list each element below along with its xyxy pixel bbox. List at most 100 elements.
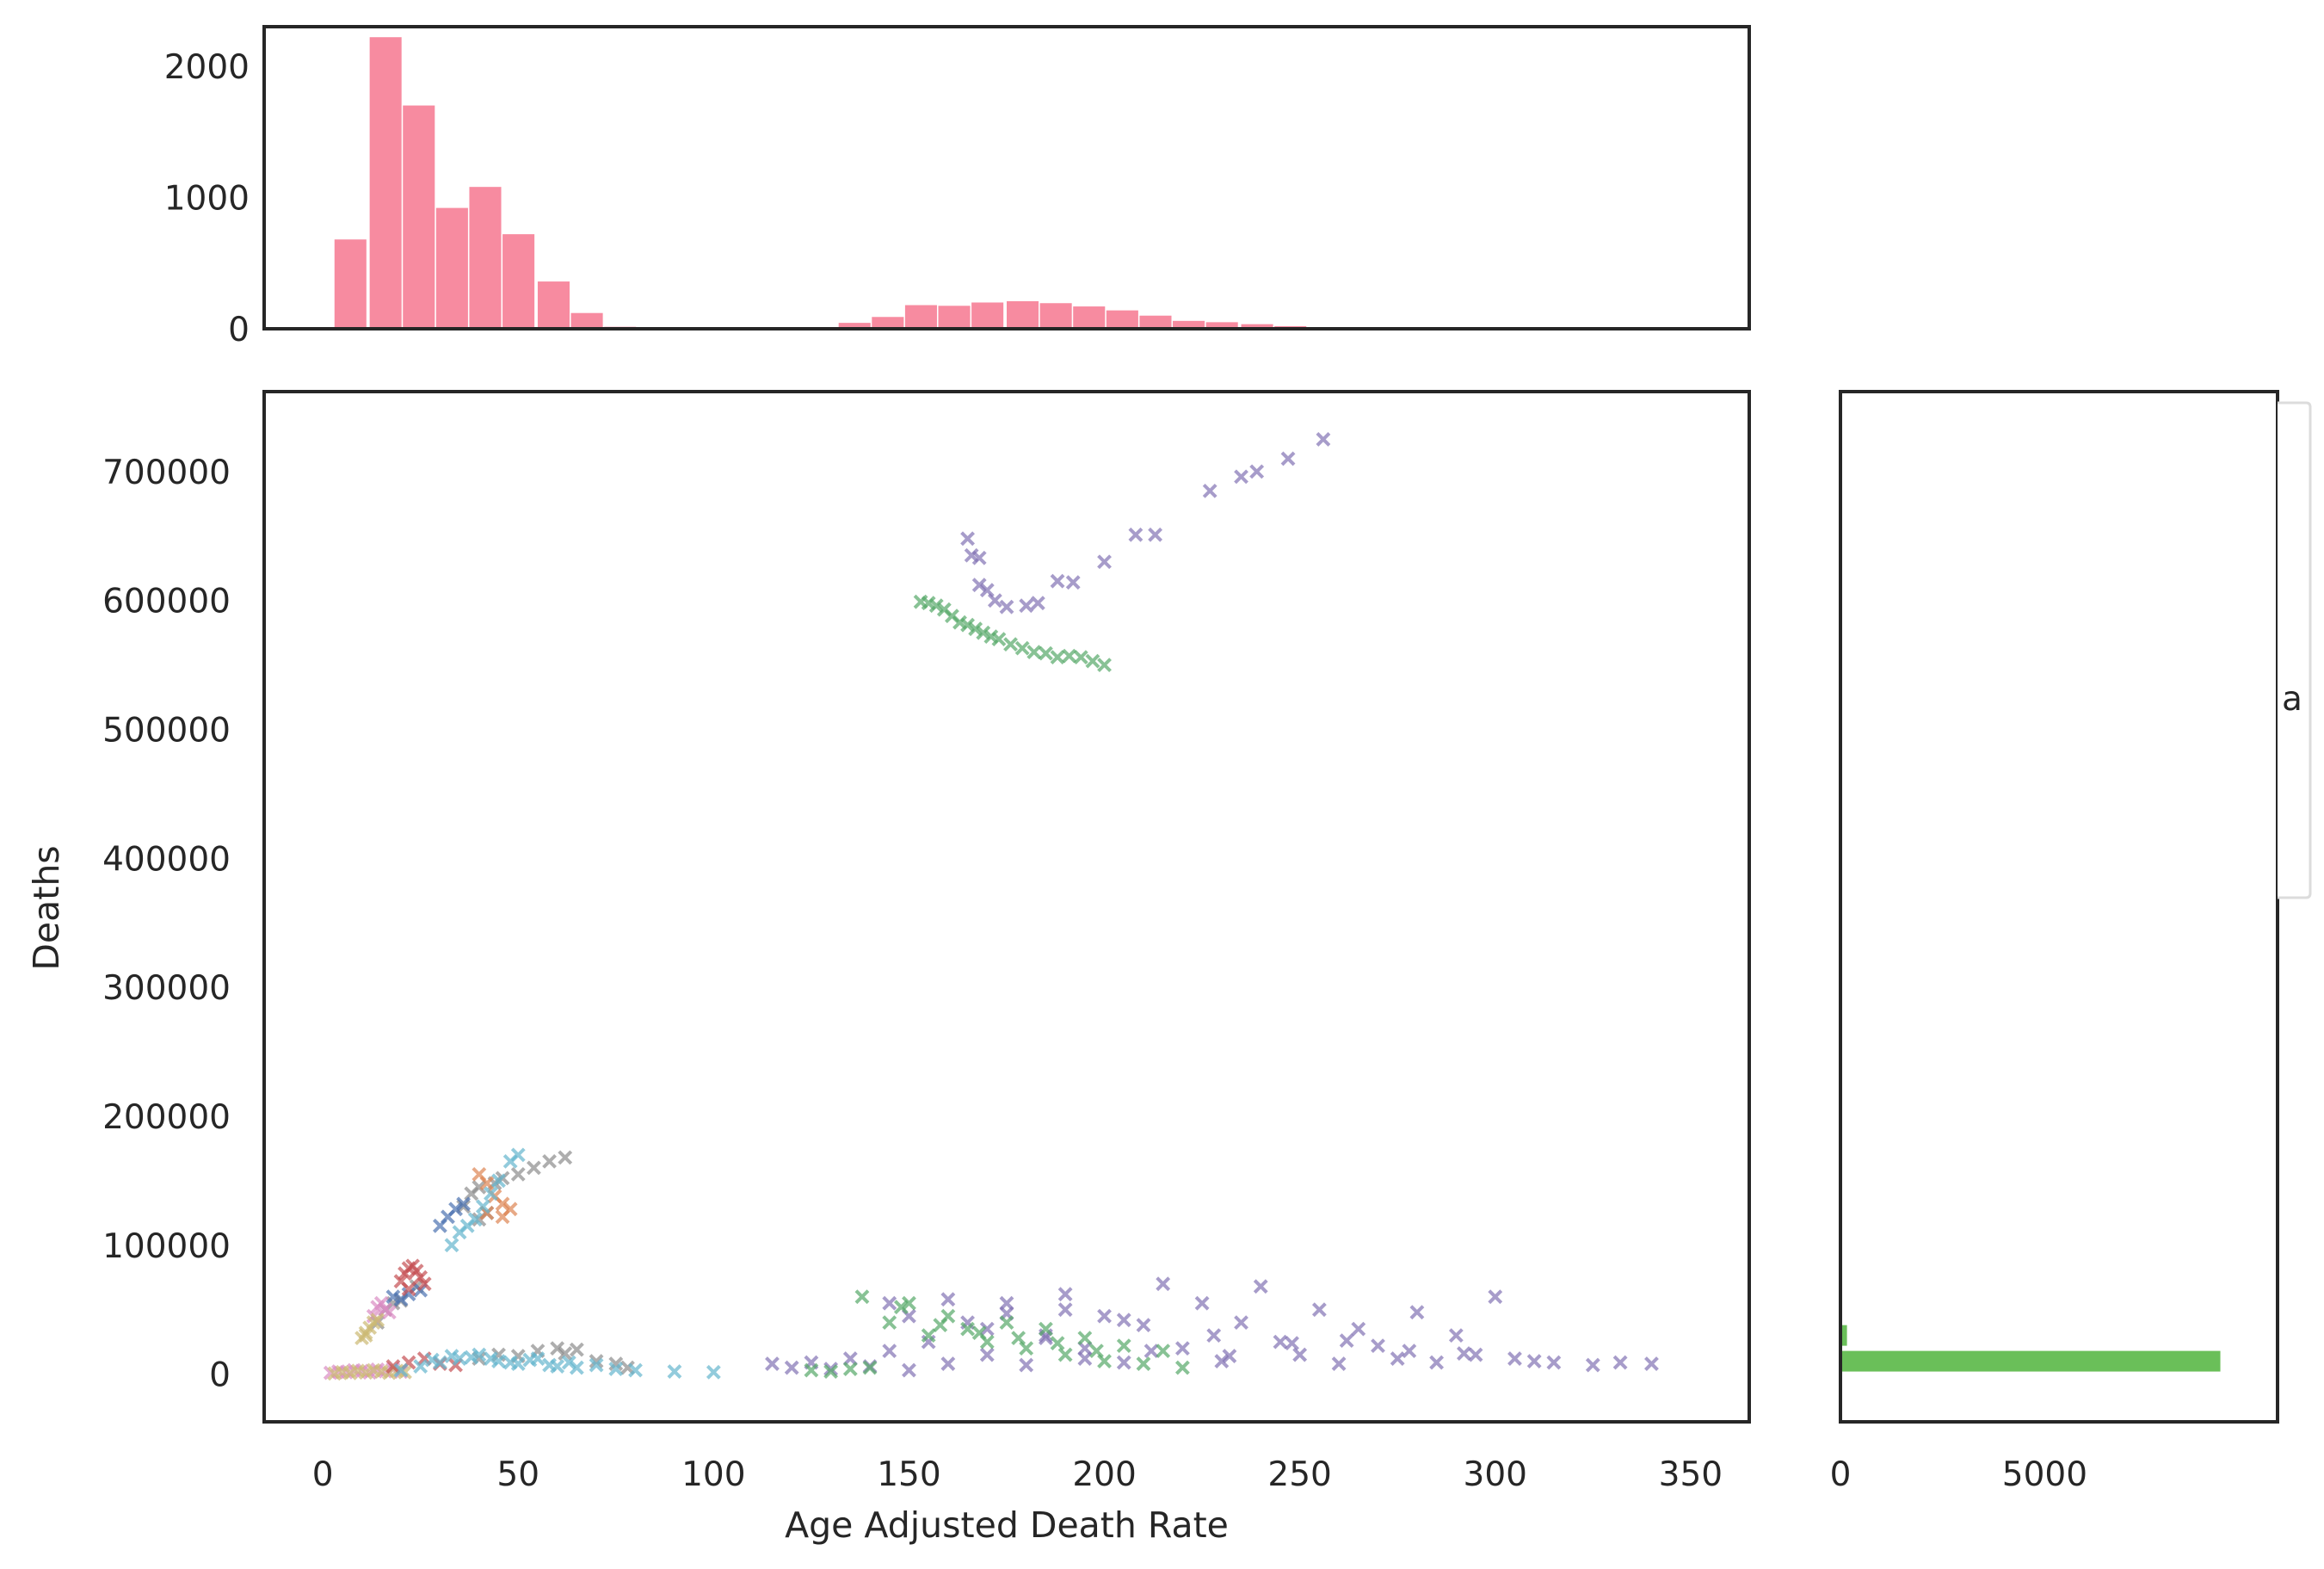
scatter-point <box>558 1346 573 1362</box>
scatter-point <box>444 1238 459 1253</box>
scatter-point <box>1136 1318 1151 1333</box>
top-y-tick-label: 2000 <box>164 48 250 87</box>
scatter-point <box>401 1287 416 1302</box>
x-tick-label: 50 <box>496 1455 539 1494</box>
scatter-point <box>1351 1321 1366 1337</box>
scatter-point <box>1156 1344 1171 1359</box>
scatter-point <box>589 1354 604 1369</box>
scatter-point <box>1273 1334 1288 1350</box>
scatter-point <box>1019 1341 1034 1356</box>
y-tick-label: 500000 <box>102 712 231 751</box>
scatter-point <box>558 1150 573 1165</box>
scatter-point <box>456 1196 472 1212</box>
scatter-point <box>902 1295 916 1311</box>
scatter-point <box>1174 1360 1190 1375</box>
scatter-point <box>1019 1357 1034 1373</box>
scatter-point <box>960 1321 975 1337</box>
top-histogram-bar <box>1139 315 1172 329</box>
scatter-point <box>940 1356 956 1371</box>
x-tick-label: 150 <box>877 1455 940 1494</box>
scatter-point <box>893 1300 909 1315</box>
scatter-point <box>971 550 987 565</box>
scatter-point <box>999 1315 1014 1331</box>
scatter-point <box>1026 645 1042 660</box>
top-histogram-bar <box>1205 322 1238 329</box>
y-tick-label: 700000 <box>102 454 231 492</box>
scatter-point <box>940 1292 956 1307</box>
scatter-point <box>424 1352 440 1368</box>
scatter-point <box>1488 1289 1503 1305</box>
scatter-point <box>444 1349 459 1364</box>
scatter-point <box>628 1362 643 1378</box>
scatter-point <box>1050 650 1065 665</box>
top-histogram-bar <box>1007 300 1039 329</box>
scatter-point <box>1148 527 1163 542</box>
scatter-point <box>1030 596 1045 611</box>
scatter-point <box>1402 1344 1417 1359</box>
scatter-point <box>491 1173 506 1189</box>
y-tick-label: 400000 <box>102 840 231 879</box>
scatter-point <box>706 1364 721 1380</box>
scatter-point <box>1457 1346 1471 1362</box>
top-histogram-bar <box>502 234 535 329</box>
scatter-point <box>1280 451 1296 466</box>
top-histogram-bar <box>435 207 468 329</box>
scatter-point <box>608 1362 624 1376</box>
scatter-point <box>1546 1355 1562 1370</box>
scatter-point <box>1174 1341 1190 1356</box>
scatter-point <box>1062 648 1077 664</box>
scatter-point <box>1249 464 1265 479</box>
scatter-point <box>1014 640 1030 656</box>
scatter-point <box>1612 1355 1628 1370</box>
top-histogram-bar <box>1039 303 1072 329</box>
scatter-point <box>784 1360 799 1375</box>
legend-label-clipped: a <box>2282 680 2302 719</box>
scatter-point <box>1077 1331 1093 1346</box>
scatter-point <box>1214 1354 1230 1369</box>
scatter-point <box>991 632 1007 647</box>
scatter-point <box>510 1166 526 1182</box>
scatter-point <box>1234 469 1248 485</box>
scatter-point <box>484 1351 498 1367</box>
scatter-point <box>1144 1344 1159 1359</box>
top-histogram-bar <box>403 105 435 329</box>
scatter-point <box>569 1360 584 1375</box>
scatter-point <box>1429 1355 1445 1370</box>
scatter-point <box>502 1355 518 1370</box>
scatter-point <box>542 1357 557 1373</box>
scatter-point <box>823 1364 839 1379</box>
scatter-point <box>1050 573 1065 589</box>
top-histogram-bar <box>537 281 570 329</box>
scatter-point <box>1116 1313 1131 1328</box>
scatter-point <box>1085 653 1100 669</box>
scatter-point <box>1448 1328 1464 1344</box>
scatter-point <box>1156 1276 1171 1292</box>
y-axis-label: Deaths <box>26 845 67 970</box>
scatter-point <box>1116 1338 1131 1354</box>
right-x-tick-label: 5000 <box>2002 1455 2087 1494</box>
scatter-point <box>467 1212 483 1227</box>
scatter-point <box>464 1350 479 1365</box>
scatter-point <box>393 1292 409 1307</box>
scatter-point <box>1057 1347 1073 1362</box>
scatter-point <box>1057 1302 1073 1318</box>
scatter-point <box>479 1176 495 1191</box>
scatter-point <box>1285 1336 1299 1351</box>
scatter-point <box>448 1201 463 1217</box>
x-tick-label: 0 <box>312 1455 334 1494</box>
scatter-point <box>550 1341 565 1356</box>
scatter-point <box>393 1362 409 1378</box>
x-tick-label: 200 <box>1072 1455 1136 1494</box>
top-histogram-bar <box>1173 320 1205 329</box>
scatter-point <box>928 598 944 614</box>
scatter-point <box>522 1352 538 1368</box>
y-tick-label: 200000 <box>102 1098 231 1137</box>
scatter-point <box>1057 1287 1073 1302</box>
scatter-point <box>1253 1279 1268 1294</box>
scatter-point <box>804 1362 819 1378</box>
scatter-point <box>561 1355 576 1370</box>
x-tick-label: 250 <box>1267 1455 1331 1494</box>
top-histogram-bar <box>938 306 971 329</box>
scatter-point <box>1222 1349 1237 1364</box>
